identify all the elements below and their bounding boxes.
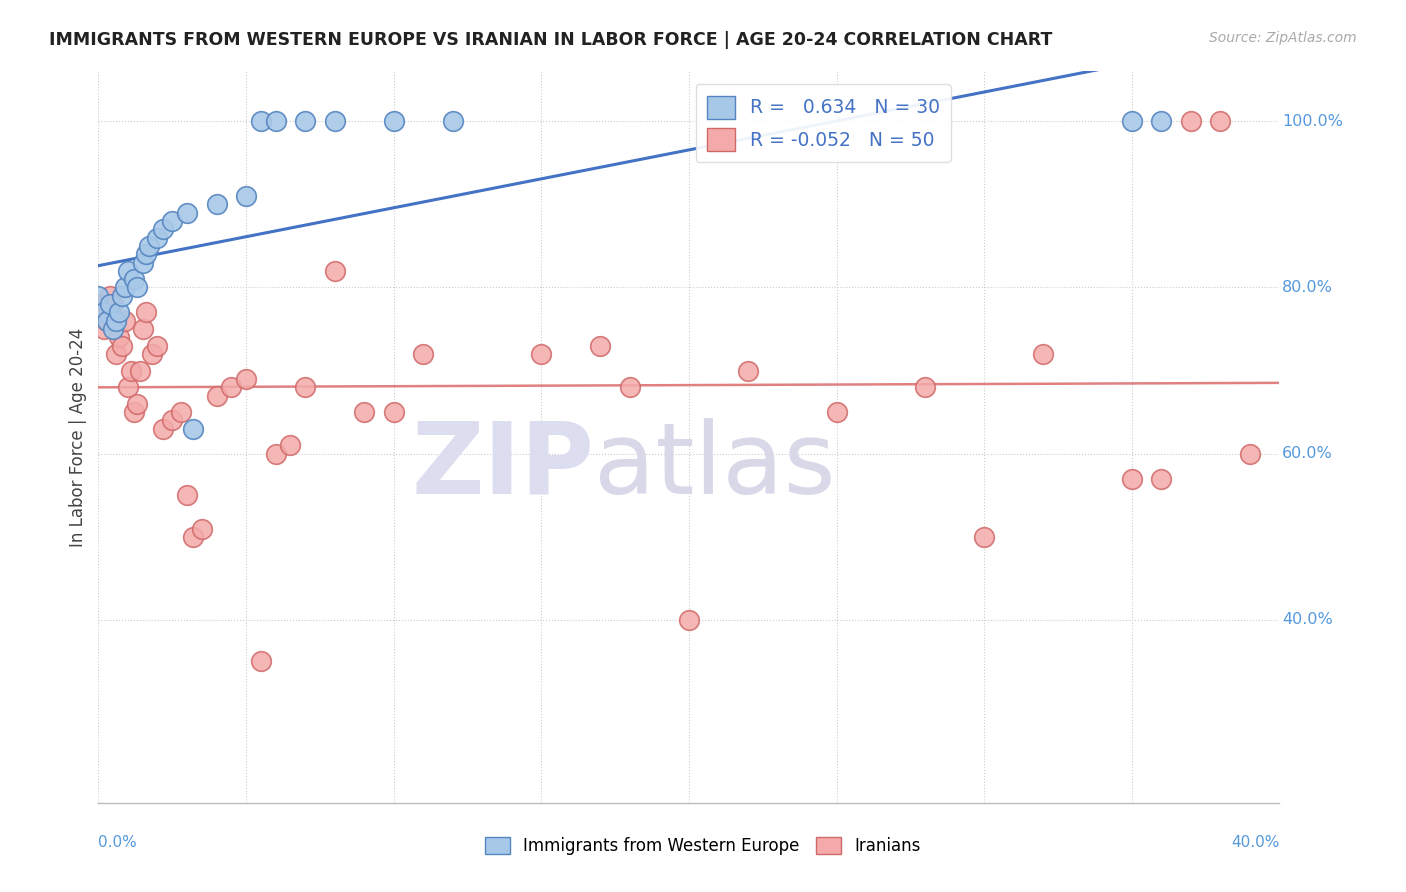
- Point: [737, 363, 759, 377]
- Point: [87, 289, 110, 303]
- Point: [1032, 347, 1054, 361]
- Point: [181, 530, 204, 544]
- Point: [103, 322, 125, 336]
- Point: [619, 380, 641, 394]
- Point: [264, 447, 287, 461]
- Y-axis label: In Labor Force | Age 20-24: In Labor Force | Age 20-24: [69, 327, 87, 547]
- Point: [278, 438, 302, 452]
- Text: 60.0%: 60.0%: [1282, 446, 1333, 461]
- Point: [235, 189, 257, 203]
- Point: [219, 380, 242, 394]
- Text: atlas: atlas: [595, 417, 837, 515]
- Text: IMMIGRANTS FROM WESTERN EUROPE VS IRANIAN IN LABOR FORCE | AGE 20-24 CORRELATION: IMMIGRANTS FROM WESTERN EUROPE VS IRANIA…: [49, 31, 1053, 49]
- Text: 100.0%: 100.0%: [1282, 114, 1343, 128]
- Legend: R =   0.634   N = 30, R = -0.052   N = 50: R = 0.634 N = 30, R = -0.052 N = 50: [696, 85, 952, 162]
- Text: Source: ZipAtlas.com: Source: ZipAtlas.com: [1209, 31, 1357, 45]
- Point: [93, 322, 115, 336]
- Point: [1121, 114, 1143, 128]
- Text: 80.0%: 80.0%: [1282, 280, 1333, 295]
- Legend: Immigrants from Western Europe, Iranians: Immigrants from Western Europe, Iranians: [478, 830, 928, 862]
- Point: [678, 613, 700, 627]
- Point: [93, 305, 115, 319]
- Point: [530, 347, 553, 361]
- Point: [825, 405, 848, 419]
- Text: 40.0%: 40.0%: [1232, 836, 1279, 850]
- Point: [132, 322, 155, 336]
- Point: [90, 297, 112, 311]
- Point: [441, 114, 464, 128]
- Point: [323, 114, 346, 128]
- Point: [162, 413, 183, 427]
- Point: [87, 305, 110, 319]
- Point: [125, 397, 148, 411]
- Point: [103, 297, 125, 311]
- Point: [914, 380, 936, 394]
- Text: 0.0%: 0.0%: [98, 836, 138, 850]
- Point: [108, 305, 131, 319]
- Point: [1209, 114, 1232, 128]
- Point: [141, 347, 163, 361]
- Point: [135, 247, 157, 261]
- Point: [382, 114, 405, 128]
- Point: [122, 272, 145, 286]
- Point: [146, 230, 169, 244]
- Point: [235, 372, 257, 386]
- Point: [205, 388, 228, 402]
- Point: [1150, 114, 1173, 128]
- Point: [96, 314, 118, 328]
- Point: [382, 405, 405, 419]
- Point: [105, 347, 128, 361]
- Point: [96, 314, 118, 328]
- Point: [353, 405, 375, 419]
- Point: [250, 114, 273, 128]
- Point: [1180, 114, 1202, 128]
- Point: [105, 314, 128, 328]
- Point: [114, 314, 136, 328]
- Point: [176, 488, 198, 502]
- Point: [128, 363, 150, 377]
- Point: [294, 380, 316, 394]
- Point: [152, 222, 174, 236]
- Point: [162, 214, 183, 228]
- Point: [122, 405, 145, 419]
- Point: [117, 264, 139, 278]
- Point: [973, 530, 995, 544]
- Point: [98, 289, 121, 303]
- Point: [111, 339, 134, 353]
- Point: [589, 339, 612, 353]
- Point: [117, 380, 139, 394]
- Point: [146, 339, 169, 353]
- Point: [135, 305, 157, 319]
- Point: [264, 114, 287, 128]
- Point: [323, 264, 346, 278]
- Text: 40.0%: 40.0%: [1282, 613, 1333, 627]
- Point: [152, 422, 174, 436]
- Point: [191, 521, 214, 535]
- Point: [250, 655, 273, 669]
- Point: [120, 363, 142, 377]
- Point: [205, 197, 228, 211]
- Point: [294, 114, 316, 128]
- Point: [1239, 447, 1261, 461]
- Point: [132, 255, 155, 269]
- Point: [125, 280, 148, 294]
- Text: ZIP: ZIP: [412, 417, 595, 515]
- Point: [181, 422, 204, 436]
- Point: [108, 330, 131, 344]
- Point: [412, 347, 434, 361]
- Point: [170, 405, 193, 419]
- Point: [98, 297, 121, 311]
- Point: [111, 289, 134, 303]
- Point: [114, 280, 136, 294]
- Point: [1121, 472, 1143, 486]
- Point: [138, 239, 160, 253]
- Point: [1150, 472, 1173, 486]
- Point: [176, 205, 198, 219]
